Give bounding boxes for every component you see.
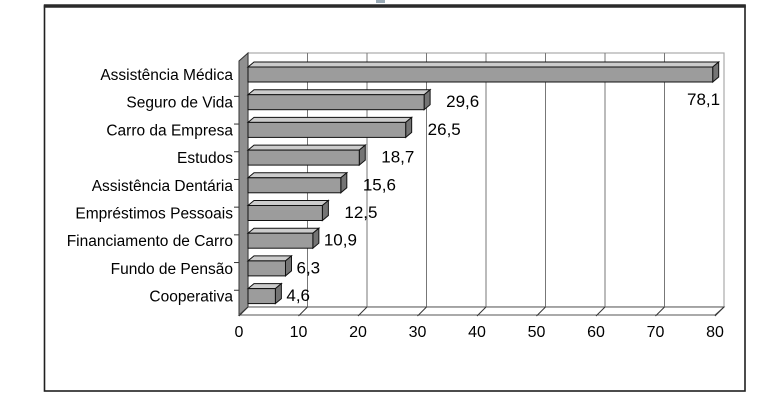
bar-face: [247, 260, 286, 277]
value-label: 29,6: [446, 92, 479, 111]
x-axis-tick: [655, 306, 665, 317]
x-axis-tick-label: 0: [235, 324, 244, 341]
x-axis-tick-label: 70: [647, 324, 665, 341]
x-axis-tick-label: 10: [290, 324, 308, 341]
x-axis-tick: [238, 306, 249, 317]
bar-top-face: [246, 172, 349, 179]
bar-top-face: [246, 255, 293, 262]
x-axis-tick: [476, 306, 487, 317]
value-label: 18,7: [381, 148, 414, 167]
bar-top-face: [246, 89, 432, 96]
category-label: Financiamento de Carro: [67, 233, 233, 250]
bar-face: [247, 232, 314, 249]
bar-face: [247, 66, 714, 83]
x-axis-tick-label: 20: [349, 324, 367, 341]
value-label: 10,9: [324, 231, 357, 250]
value-label: 4,6: [286, 286, 310, 305]
x-axis-tick-label: 80: [706, 324, 724, 341]
x-axis-tick: [714, 306, 725, 317]
category-label: Empréstimos Pessoais: [75, 206, 233, 223]
category-label: Estudos: [177, 150, 233, 167]
bar-top-face: [246, 200, 330, 206]
x-axis-tick: [595, 306, 606, 317]
x-axis-tick: [417, 306, 427, 317]
value-label: 78,1: [687, 90, 720, 109]
x-axis-tick-label: 60: [587, 324, 605, 341]
bar-top-face: [246, 116, 414, 123]
bar-top-face: [246, 61, 721, 68]
value-label: 12,5: [344, 203, 377, 222]
value-label: 26,5: [428, 120, 461, 139]
cropped-text-fragment: [376, 0, 385, 3]
category-label: Fundo de Pensão: [111, 261, 233, 278]
x-axis-tick-label: 50: [528, 324, 546, 341]
value-label: 15,6: [363, 175, 396, 194]
category-label: Assistência Dentária: [92, 178, 234, 195]
bar-face: [247, 94, 425, 111]
category-label: Carro da Empresa: [106, 122, 233, 139]
bar-face: [247, 288, 276, 305]
value-label: 6,3: [296, 258, 320, 277]
x-axis-tick: [357, 306, 368, 317]
bar-face: [247, 177, 342, 194]
bar-top-face: [246, 227, 321, 234]
category-label: Assistência Médica: [100, 67, 233, 84]
x-axis-tick-label: 30: [409, 324, 427, 341]
left-wall: [238, 51, 249, 317]
x-axis-tick: [298, 306, 308, 317]
bar-face: [247, 205, 323, 221]
bar-face: [247, 149, 360, 166]
category-label: Cooperativa: [149, 289, 233, 306]
bar-face: [247, 121, 407, 138]
category-label: Seguro de Vida: [126, 95, 233, 112]
x-axis-tick-label: 40: [468, 324, 486, 341]
bar-top-face: [246, 144, 367, 151]
x-axis-tick: [536, 306, 546, 317]
